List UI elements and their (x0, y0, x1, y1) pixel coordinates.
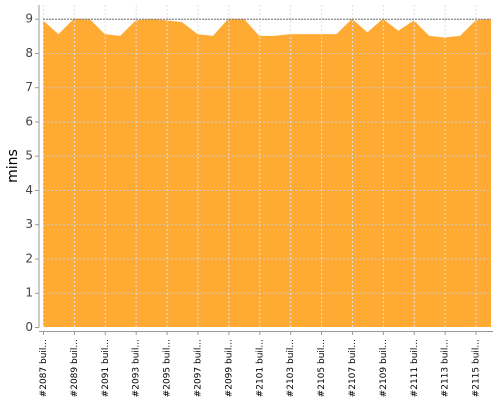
y-tick-label: 3 (25, 217, 33, 231)
y-tick-label: 5 (25, 149, 33, 163)
series-area (43, 18, 491, 327)
x-tick-label: #2093 buil... (132, 339, 142, 397)
y-tick-label: 9 (25, 12, 33, 26)
area-fill (43, 18, 491, 327)
x-tick-labels: #2087 buil... #2089 buil... #2091 buil... #… (39, 331, 482, 397)
y-tick-labels: 0 1 2 3 4 5 6 7 8 9 (25, 12, 39, 334)
y-tick-label: 1 (25, 286, 33, 300)
x-tick-label: #2111 buil... (410, 339, 420, 397)
x-tick-label: #2091 buil... (101, 339, 111, 397)
y-tick-label: 2 (25, 251, 33, 265)
y-tick-label: 6 (25, 114, 33, 128)
y-tick-label: 0 (25, 320, 33, 334)
gridlines (43, 5, 491, 327)
x-tick-label: #2087 buil... (39, 339, 49, 397)
x-tick-label: #2113 buil... (441, 339, 451, 397)
x-tick-label: #2115 buil... (472, 339, 482, 397)
y-axis-title: mins (5, 149, 21, 183)
x-tick-label: #2107 buil... (348, 339, 358, 397)
y-tick-label: 8 (25, 46, 33, 60)
x-tick-label: #2103 buil... (286, 339, 296, 397)
x-tick-label: #2099 buil... (224, 339, 234, 397)
x-tick-label: #2105 buil... (317, 339, 327, 397)
x-tick-label: #2095 buil... (163, 339, 173, 397)
x-tick-label: #2089 buil... (70, 339, 80, 397)
y-tick-label: 4 (25, 183, 33, 197)
axes (38, 5, 493, 332)
x-tick-label: #2109 buil... (379, 339, 389, 397)
y-tick-label: 7 (25, 80, 33, 94)
x-tick-label: #2097 buil... (193, 339, 203, 397)
x-tick-label: #2101 buil... (255, 339, 265, 397)
